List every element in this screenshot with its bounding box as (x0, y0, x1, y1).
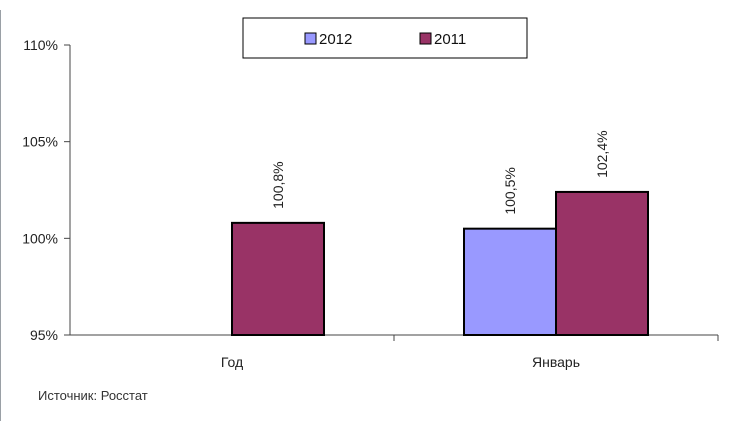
bars (231, 190, 649, 337)
source-note: Источник: Росстат (38, 388, 148, 403)
legend-swatch (304, 32, 317, 45)
bar-2011-Январь (555, 190, 649, 336)
y-tick-label: 105% (22, 134, 58, 150)
y-tick-label: 95% (30, 327, 58, 343)
legend: 2012 2011 (242, 17, 528, 59)
legend-box (242, 17, 528, 59)
data-label: 102,4% (594, 130, 610, 177)
data-label: 100,5% (502, 167, 518, 214)
legend-swatch (419, 32, 432, 45)
left-border (0, 10, 1, 421)
bar-2012-Январь (463, 227, 557, 337)
data-labels: 100,5% 100,8% 102,4% (270, 130, 610, 214)
legend-label: 2012 (319, 31, 352, 48)
bar-2011-Год (231, 221, 325, 336)
y-tick-label: 100% (22, 230, 58, 246)
y-tick-label: 110% (23, 37, 58, 53)
legend-label: 2011 (434, 31, 466, 48)
data-label: 100,8% (270, 161, 286, 208)
category-label: Январь (532, 354, 580, 370)
category-label: Год (221, 354, 243, 370)
